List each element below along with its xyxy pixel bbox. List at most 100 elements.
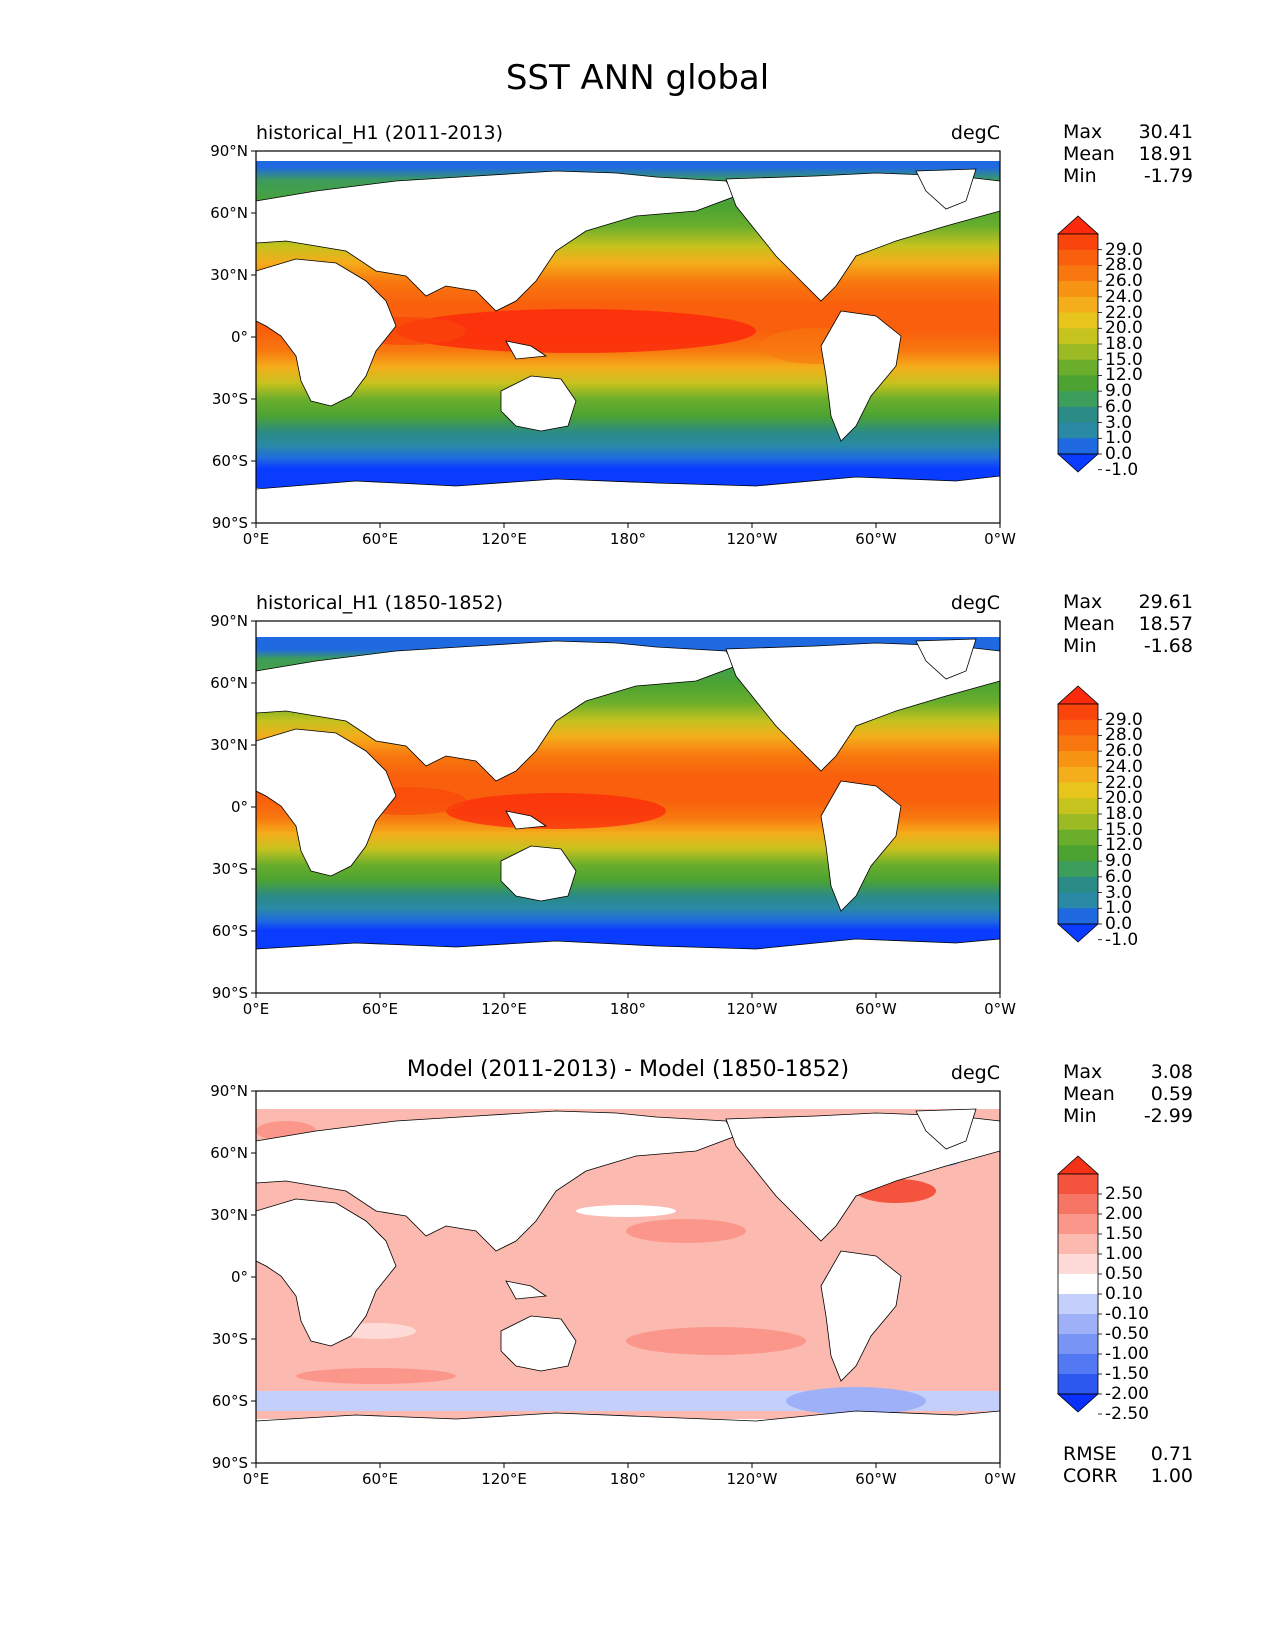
colorbar-label: 26.0 <box>1105 271 1143 292</box>
colorbar-label: 22.0 <box>1105 302 1143 323</box>
colorbar-label: 24.0 <box>1105 756 1143 777</box>
colorbar-swatch <box>1058 391 1098 408</box>
x-tick-label: 120°W <box>726 530 778 548</box>
colorbar-label: 3.0 <box>1105 412 1133 433</box>
x-tick-label: 120°E <box>481 530 527 548</box>
colorbar-label: 0.0 <box>1105 444 1133 464</box>
y-tick-label: 90°N <box>210 142 248 160</box>
colorbar-swatch <box>1058 1234 1098 1255</box>
colorbar-label: 20.0 <box>1105 318 1143 339</box>
colorbar-extend-max <box>1056 685 1100 705</box>
y-tick-label: 60°S <box>211 452 248 470</box>
panel-title: Model (2011-2013) - Model (1850-1852) <box>406 1057 850 1082</box>
stat-label: Mean <box>1063 613 1115 635</box>
y-tick-label: 90°N <box>210 1082 248 1100</box>
y-tick-label: 60°N <box>210 204 248 222</box>
colorbar-swatch <box>1058 892 1098 909</box>
colorbar-label: 1.0 <box>1105 898 1133 919</box>
north-america <box>725 1112 1000 1242</box>
x-tick-label: 0°E <box>242 1470 270 1488</box>
colorbar-label: 1.00 <box>1105 1244 1143 1264</box>
stat-value: 0.71 <box>1150 1443 1193 1465</box>
sst-map-plot <box>251 150 1001 528</box>
colorbar-label: 2.50 <box>1105 1184 1143 1204</box>
colorbar-swatch <box>1058 281 1098 298</box>
stat-value: 1.00 <box>1150 1465 1193 1487</box>
australia <box>500 375 577 432</box>
colorbar-swatch <box>1058 782 1098 799</box>
north-america <box>725 642 1000 772</box>
y-tick-label: 0° <box>230 328 248 346</box>
colorbar-swatch <box>1058 1294 1098 1315</box>
stat-value: 0.59 <box>1150 1083 1193 1105</box>
panel-title: historical_H1 (2011-2013) <box>256 122 504 144</box>
colorbar-swatches <box>1056 1155 1102 1415</box>
greenland <box>915 638 977 680</box>
colorbar-swatch <box>1058 829 1098 846</box>
colorbar-label: 24.0 <box>1105 286 1143 307</box>
colorbar-swatch <box>1058 359 1098 376</box>
stat-value: -2.99 <box>1143 1105 1193 1127</box>
x-tick-label: 0°E <box>242 530 270 548</box>
stats-block: Max 30.41 Mean 18.91 Min -1.79 <box>1063 121 1193 187</box>
colorbar-label: -1.0 <box>1105 459 1139 480</box>
diff-map-plot <box>251 1090 1001 1468</box>
colorbar-frame <box>1057 1173 1099 1395</box>
warm-pool <box>396 309 756 353</box>
x-tick-label: 0°W <box>984 1000 1016 1018</box>
colorbar-swatch <box>1058 312 1098 329</box>
antarctica <box>256 938 1000 993</box>
colorbar-swatch <box>1058 719 1098 736</box>
warm-patch-north-pacific <box>626 1219 746 1243</box>
x-tick-label: 180° <box>609 530 647 548</box>
colorbar-swatch <box>1058 735 1098 752</box>
colorbar-label: -1.00 <box>1105 1344 1149 1364</box>
sst-map: 90°N 60°N 30°N 0° 30°S 60°S 90°S 0°E 60°… <box>210 143 1016 547</box>
colorbar-extend-min <box>1056 1393 1100 1413</box>
y-tick-label: 30°N <box>210 266 248 284</box>
colorbar-label: 9.0 <box>1105 381 1133 402</box>
stats-block: Max 29.61 Mean 18.57 Min -1.68 <box>1063 591 1193 657</box>
sst-map: 90°N 60°N 30°N 0° 30°S 60°S 90°S 0°E 60°… <box>210 613 1016 1017</box>
x-tick-label: 180° <box>609 1470 647 1488</box>
colorbar-extend-min <box>1056 453 1100 473</box>
colorbar-swatch <box>1058 1374 1098 1395</box>
warm-patch-south-pacific <box>626 1327 806 1355</box>
africa <box>256 258 397 407</box>
colorbar-swatch <box>1058 438 1098 455</box>
panel-title: historical_H1 (1850-1852) <box>256 592 504 614</box>
colorbar-label: 3.0 <box>1105 882 1133 903</box>
colorbar-swatch <box>1058 344 1098 361</box>
stat-label: CORR <box>1063 1465 1118 1487</box>
colorbar-swatch <box>1058 861 1098 878</box>
stat-value: -1.79 <box>1143 165 1193 187</box>
y-tick-label: 30°N <box>210 1206 248 1224</box>
stat-label: Max <box>1063 1061 1103 1083</box>
stat-value: 29.61 <box>1138 591 1193 613</box>
stat-value: -1.68 <box>1143 635 1193 657</box>
y-tick-label: 30°S <box>211 390 248 408</box>
colorbar-label: 0.50 <box>1105 1264 1143 1284</box>
panel-difference: Model (2011-2013) - Model (1850-1852) de… <box>0 1057 1275 1531</box>
cool-patch-south-atlantic <box>786 1387 926 1415</box>
stat-label: Min <box>1063 165 1097 187</box>
colorbar-label: 28.0 <box>1105 255 1143 276</box>
colorbar-label: -1.0 <box>1105 929 1139 950</box>
colorbar-swatch <box>1058 908 1098 925</box>
colorbar-label: 26.0 <box>1105 741 1143 762</box>
colorbar-swatch <box>1058 1194 1098 1215</box>
eurasia <box>256 1110 737 1252</box>
south-america <box>820 1250 902 1382</box>
colorbar-swatch <box>1058 234 1098 251</box>
colorbar-label: 22.0 <box>1105 772 1143 793</box>
stat-label: Min <box>1063 635 1097 657</box>
colorbar-swatch <box>1058 876 1098 894</box>
colorbar-swatch <box>1058 766 1098 784</box>
africa <box>256 1198 397 1347</box>
x-tick-label: 60°W <box>855 1470 897 1488</box>
colorbar-swatch <box>1058 1254 1098 1275</box>
colorbar-swatches <box>1056 215 1102 473</box>
ticks <box>251 150 1001 528</box>
colorbar: 29.0 28.0 26.0 24.0 22.0 20.0 18.0 15.0 12.0 9.0 6… <box>1056 664 1178 964</box>
colorbar-label: -2.00 <box>1105 1384 1149 1404</box>
